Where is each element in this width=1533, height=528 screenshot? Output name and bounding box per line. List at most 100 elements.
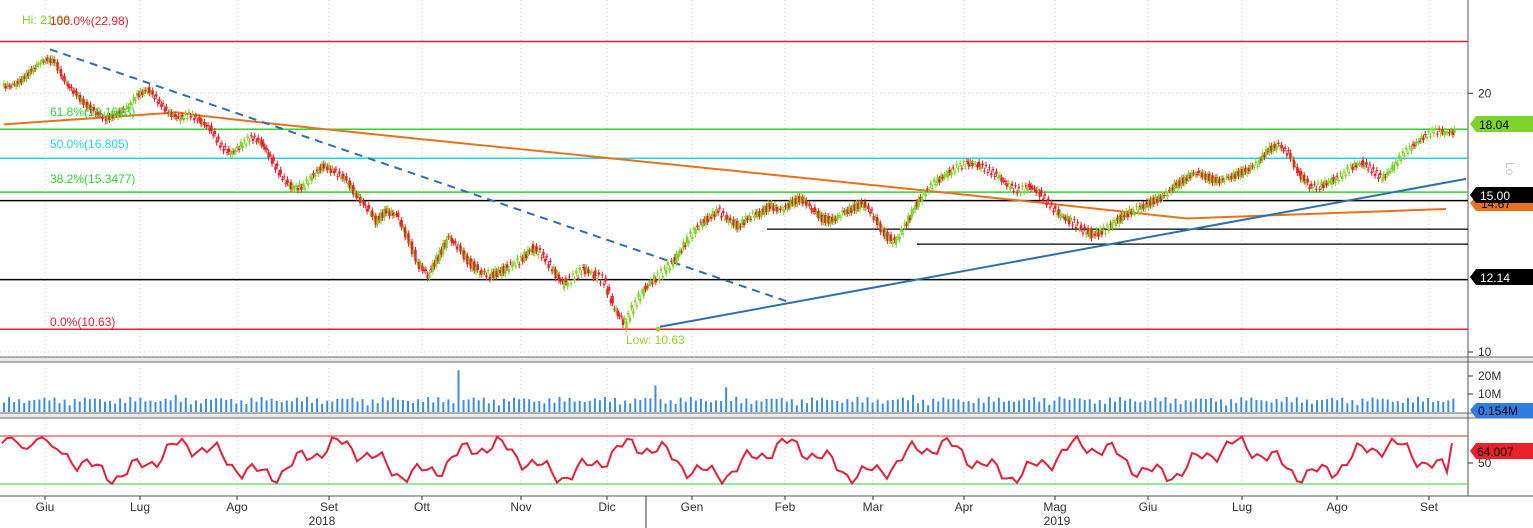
candle-body — [1372, 167, 1375, 170]
volume-bar — [1295, 397, 1298, 412]
candle-body — [637, 293, 640, 297]
volume-bar — [1417, 396, 1419, 412]
panel-divider — [0, 357, 1533, 362]
volume-bar — [937, 401, 940, 412]
volume-bar — [1432, 401, 1435, 412]
candle-body — [699, 221, 702, 223]
candle-body — [578, 267, 581, 271]
x-tick-label: Feb — [775, 500, 796, 514]
candle-body — [6, 84, 9, 87]
candle-body — [282, 176, 286, 178]
candle-body — [20, 79, 23, 83]
candle-body — [448, 235, 452, 239]
volume-bar — [1386, 399, 1389, 412]
candle-body — [706, 216, 709, 223]
candle-body — [787, 203, 791, 208]
candle-body — [580, 273, 583, 275]
candle-body — [1406, 152, 1410, 154]
candle-body — [564, 278, 568, 283]
candle-body — [1427, 130, 1430, 133]
candle-body — [1169, 188, 1173, 194]
candle-body — [130, 104, 134, 106]
candle-body — [1387, 171, 1391, 174]
candle-body — [1353, 162, 1356, 168]
candle-body — [158, 99, 161, 102]
candle-body — [741, 219, 744, 226]
candle-body — [288, 184, 291, 187]
panel-divider — [0, 413, 1533, 418]
volume-bar — [1078, 398, 1081, 412]
candle-body — [244, 144, 248, 146]
candle-body — [680, 251, 683, 253]
candle-body — [996, 176, 1000, 179]
candle-body — [433, 262, 436, 267]
candle-body — [901, 233, 905, 235]
candle-body — [1195, 174, 1199, 176]
volume-bar — [1139, 402, 1142, 412]
volume-bar — [1018, 400, 1021, 412]
candle-body — [1254, 161, 1258, 163]
candle-body — [1410, 147, 1413, 152]
candle-body — [1411, 143, 1415, 146]
candle-body — [56, 62, 59, 71]
candle-body — [1052, 210, 1055, 213]
volume-bar — [800, 399, 803, 412]
volume-bar — [1063, 398, 1066, 412]
volume-bar — [326, 400, 329, 412]
candle-body — [1386, 171, 1389, 176]
candle-body — [11, 84, 14, 86]
candle-body — [47, 58, 51, 62]
candle-body — [156, 101, 160, 104]
volume-bar — [245, 404, 248, 412]
candle-body — [308, 176, 312, 178]
candle-body — [571, 273, 575, 275]
fib-label-500: 50.0%(16.805) — [50, 137, 129, 151]
volume-bar — [437, 397, 440, 412]
volume-bar — [861, 402, 864, 412]
candle-body — [545, 256, 549, 258]
candle-body — [336, 176, 339, 178]
candle-body — [569, 283, 573, 285]
candle-body — [884, 231, 887, 239]
fib-label-0: 0.0%(10.63) — [50, 315, 115, 329]
candle-body — [1360, 163, 1363, 165]
candle-body — [1192, 172, 1195, 174]
fib-label-100: 100.0%(22.98) — [50, 14, 129, 28]
volume-bar — [1093, 403, 1096, 412]
candle-body — [542, 251, 545, 256]
volume-bar — [351, 397, 354, 412]
candle-body — [1311, 187, 1315, 189]
volume-bar — [573, 401, 576, 412]
candle-body — [820, 214, 824, 223]
candle-body — [716, 211, 720, 213]
candle-body — [148, 86, 151, 94]
candle-body — [1275, 146, 1278, 150]
candle-body — [33, 67, 37, 69]
volume-bar — [674, 403, 677, 412]
candle-body — [210, 125, 213, 131]
candle-body — [744, 215, 747, 222]
volume-bar — [922, 399, 925, 412]
volume-bar — [366, 405, 369, 412]
candle-body — [1047, 198, 1050, 201]
candle-body — [170, 111, 173, 117]
volume-bar — [548, 398, 551, 412]
candle-body — [519, 256, 523, 259]
candle-body — [595, 278, 599, 281]
candle-body — [1399, 159, 1403, 162]
volume-bar — [1058, 396, 1061, 412]
volume-bar — [639, 399, 642, 412]
volume-bar — [942, 397, 945, 412]
candle-body — [77, 94, 80, 98]
candle-body — [58, 69, 61, 71]
year-label: 2018 — [309, 514, 336, 528]
candle-body — [554, 269, 557, 279]
candle-body — [265, 148, 269, 150]
candle-body — [979, 167, 983, 170]
candle-body — [125, 105, 128, 107]
volume-bar — [1164, 396, 1167, 412]
candle-body — [108, 115, 111, 120]
candle-body — [848, 206, 851, 213]
candle-body — [663, 267, 666, 269]
y-tick-label: 10 — [1478, 345, 1492, 359]
